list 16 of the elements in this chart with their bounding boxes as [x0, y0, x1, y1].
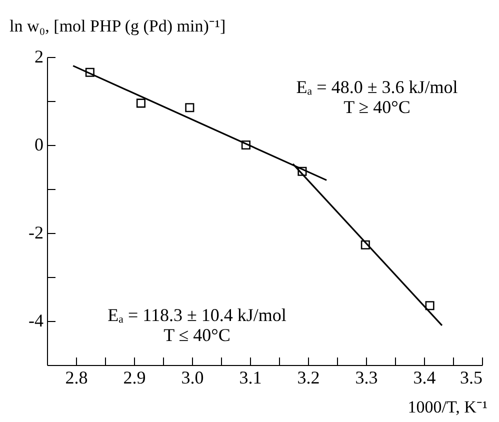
- x-tick-label: 3.1: [239, 368, 262, 388]
- y-tick-label: -4: [28, 310, 44, 330]
- y-tick-label: -2: [28, 222, 44, 242]
- x-tick-label: 3.0: [181, 368, 204, 388]
- x-tick-label: 3.2: [297, 368, 320, 388]
- y-tick-label: 2: [34, 46, 44, 66]
- y-axis-title: ln w₀, [mol PHP (g (Pd) min)⁻¹]: [10, 16, 226, 36]
- y-tick-label: 0: [34, 134, 44, 154]
- x-tick-label: 3.4: [413, 368, 436, 388]
- x-tick-label: 3.3: [355, 368, 378, 388]
- annotation: Eₐ = 118.3 ± 10.4 kJ/mol T ≤ 40°C: [108, 305, 286, 345]
- x-tick-label: 2.8: [65, 368, 88, 388]
- x-axis-title: 1000/T, K⁻¹: [408, 398, 488, 416]
- x-tick-label: 3.5: [460, 368, 482, 388]
- x-tick-label: 2.9: [123, 368, 146, 388]
- annotation: Eₐ = 48.0 ± 3.6 kJ/mol T ≥ 40°C: [296, 77, 458, 117]
